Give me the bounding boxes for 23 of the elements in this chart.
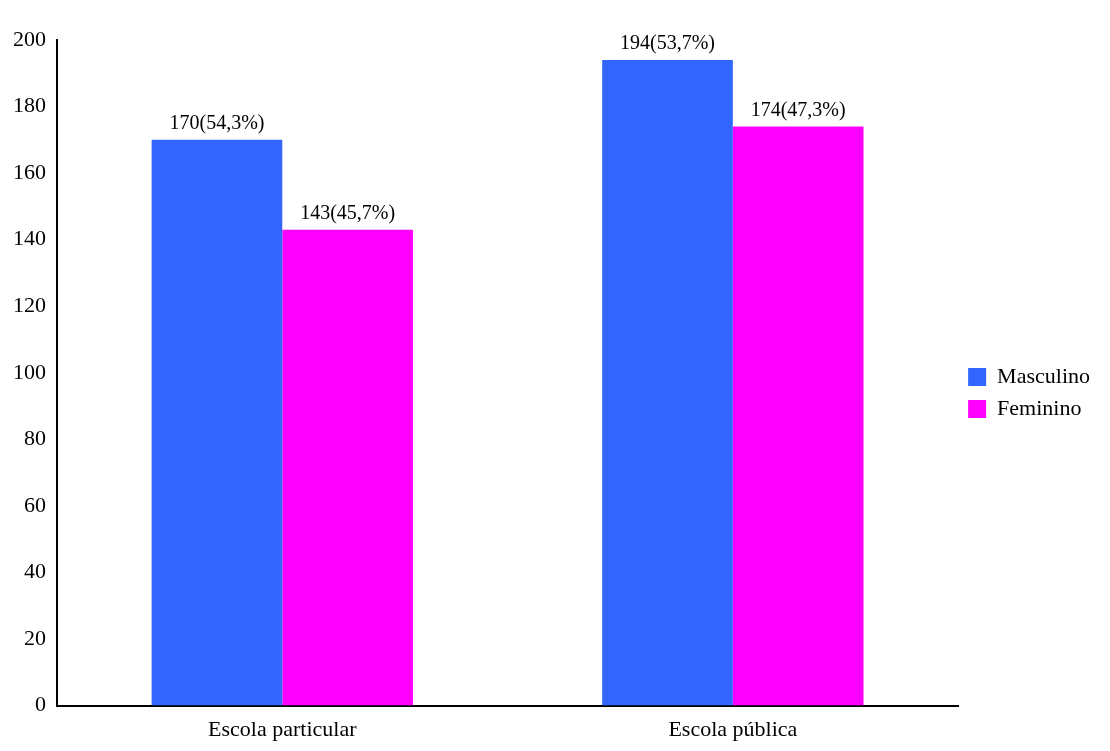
x-tick-label: Escola pública <box>668 715 798 741</box>
data-label: 194(53,7%) <box>620 31 715 55</box>
y-tick-label: 0 <box>35 691 46 717</box>
bar <box>282 229 413 706</box>
y-tick-label: 80 <box>24 425 46 451</box>
y-tick-label: 160 <box>13 158 46 184</box>
data-label: 143(45,7%) <box>300 200 396 224</box>
y-tick-label: 140 <box>13 225 46 251</box>
y-tick-label: 200 <box>13 25 46 51</box>
y-tick-label: 60 <box>24 491 46 517</box>
data-label: 170(54,3%) <box>169 111 265 135</box>
y-tick-label: 20 <box>24 624 46 650</box>
bar <box>732 126 864 706</box>
y-tick-label: 180 <box>13 92 46 118</box>
y-tick-label: 120 <box>13 292 46 318</box>
data-label: 174(47,3%) <box>750 97 846 121</box>
y-tick-label: 100 <box>13 358 46 384</box>
y-tick-label: 40 <box>24 558 46 584</box>
legend-label: Feminino <box>997 394 1082 420</box>
legend-label: Masculino <box>997 362 1091 388</box>
x-tick-label: Escola particular <box>208 715 358 741</box>
bar <box>151 139 283 706</box>
bar <box>602 59 733 706</box>
